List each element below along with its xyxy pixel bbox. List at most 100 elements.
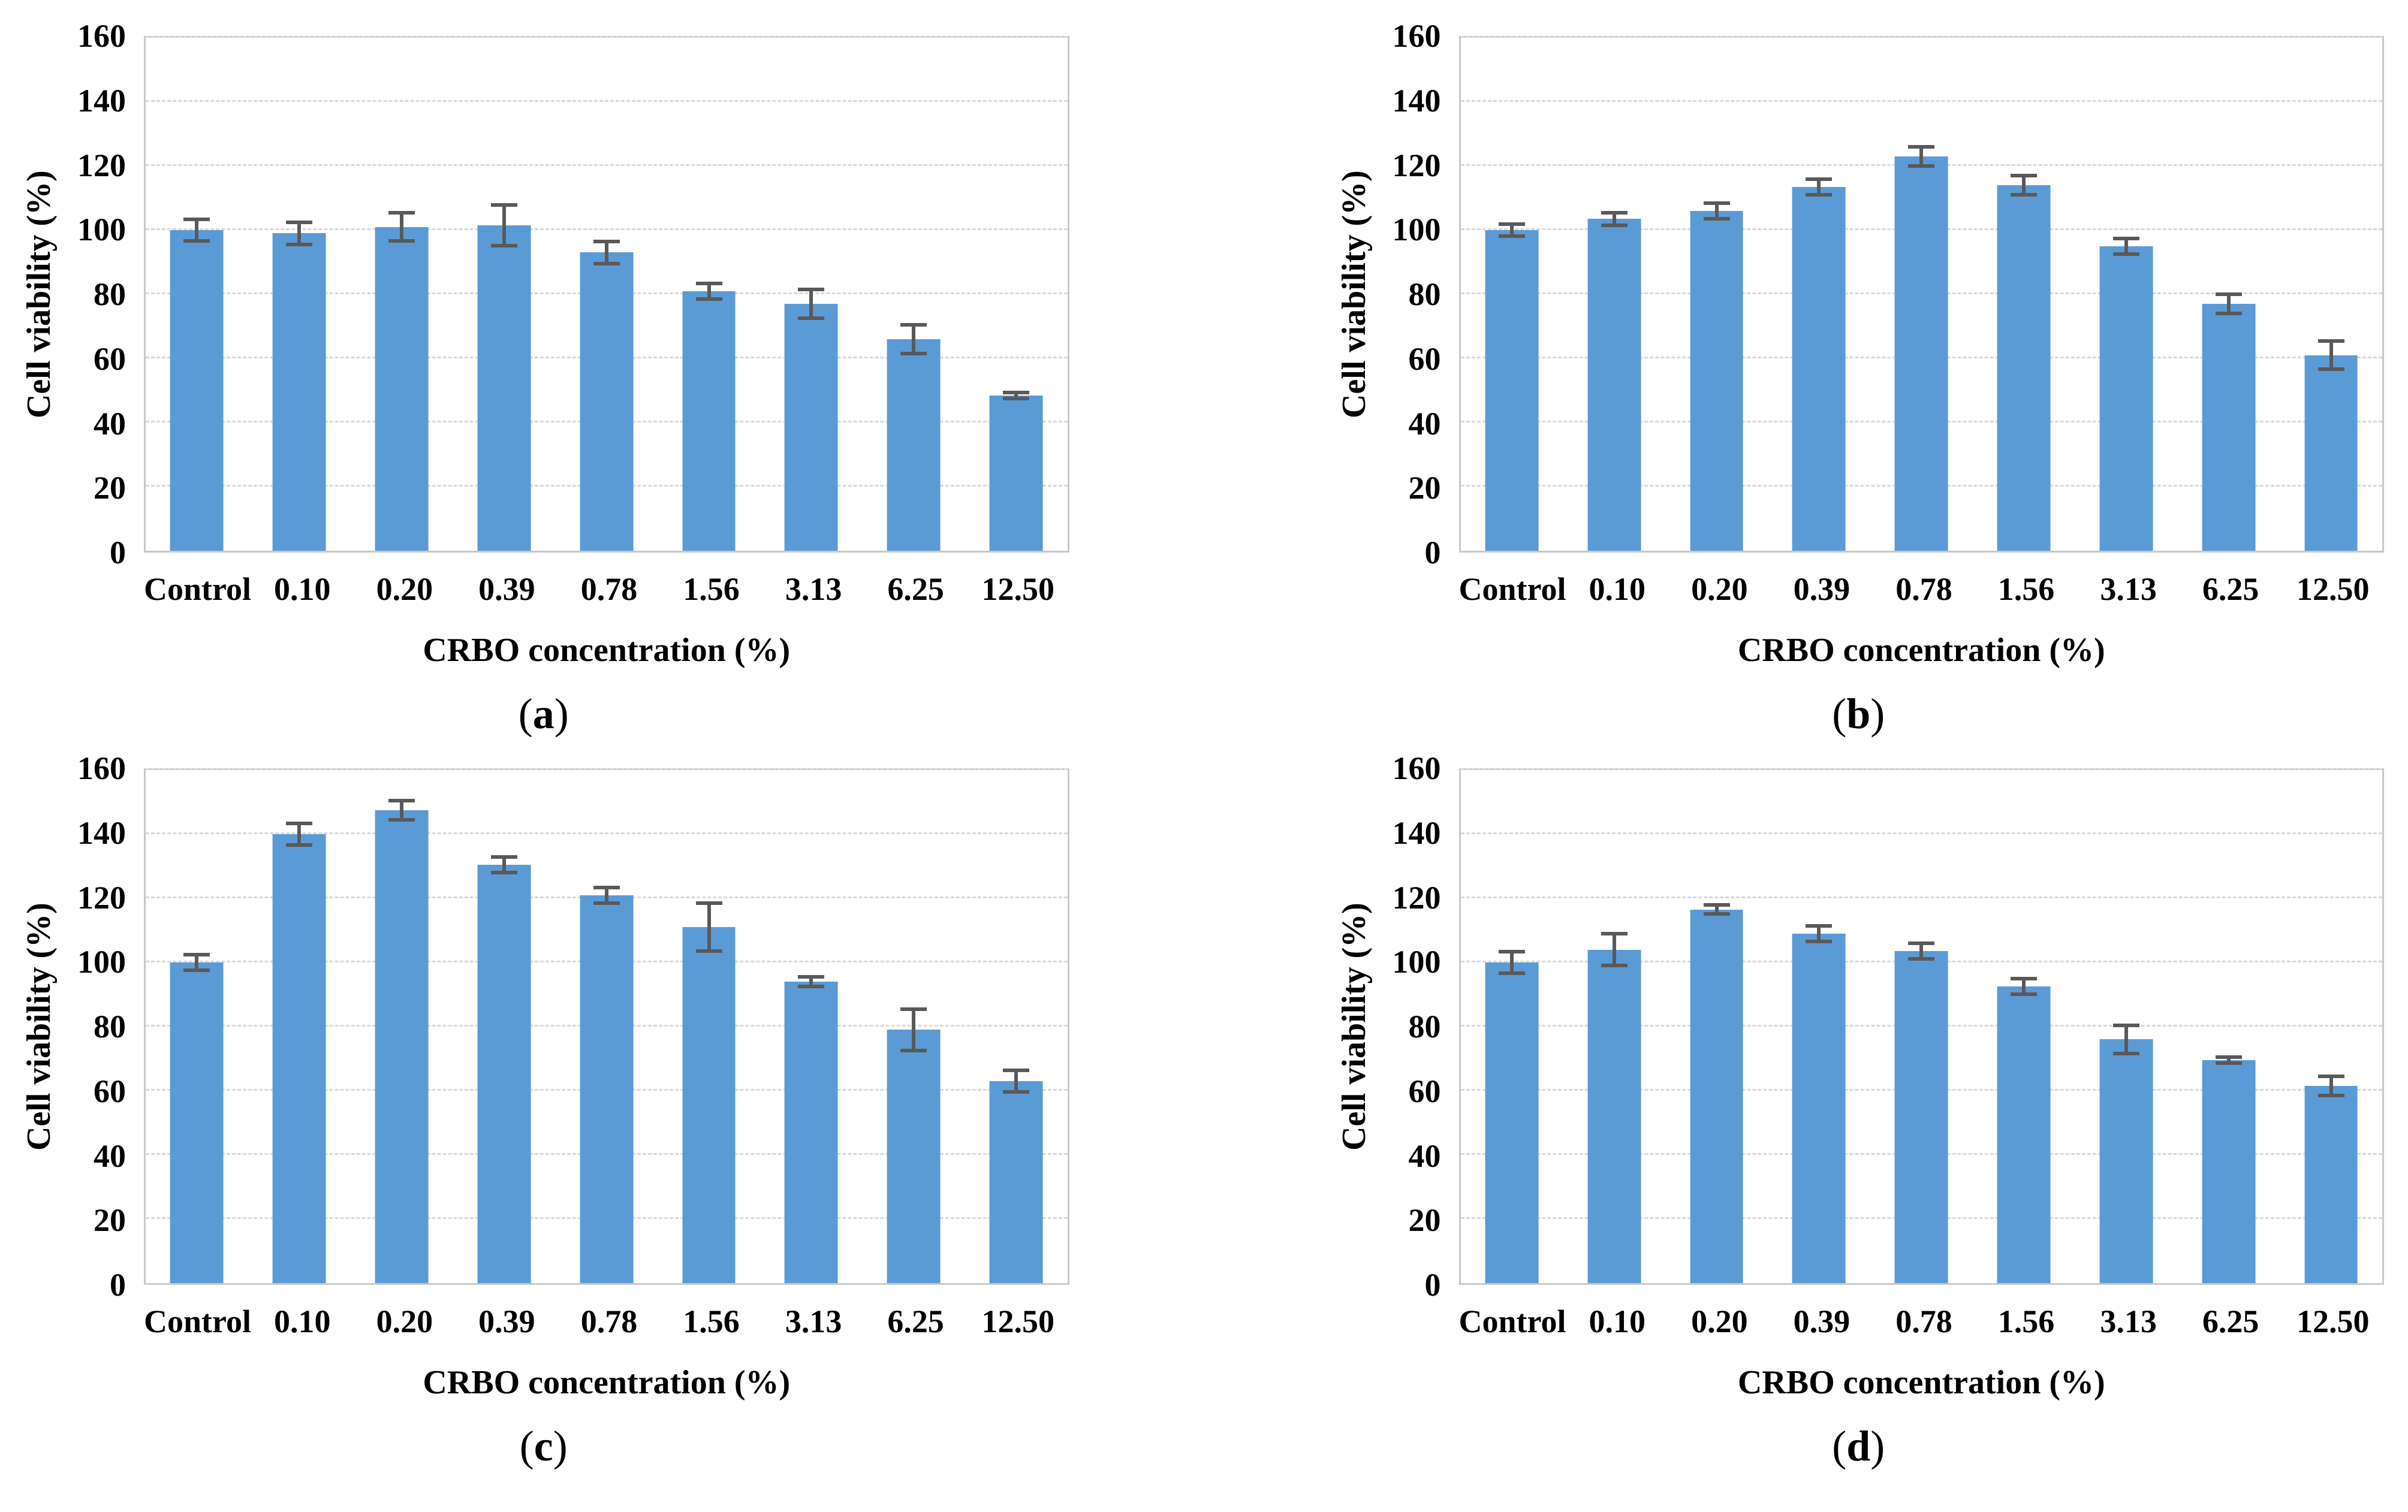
error-line — [2329, 339, 2333, 372]
bar-3.13 — [2099, 246, 2153, 551]
x-tick-label: 0.20 — [376, 1303, 433, 1339]
y-tick-label: 80 — [94, 276, 126, 312]
error-line — [1509, 949, 1514, 976]
bar-0.10 — [272, 233, 326, 551]
panel-c: Cell viability (%) 0 20 40 60 80 100 120 140 160… — [18, 752, 1069, 1470]
error-bar-0.39 — [490, 855, 517, 874]
bar-6.25 — [887, 339, 941, 551]
bar-0.78 — [1894, 951, 1948, 1283]
x-axis-title: CRBO concentration (%) — [1737, 632, 2105, 669]
y-axis-ticks: 0 20 40 60 80 100 120 140 160 — [60, 752, 144, 1301]
x-tick-label: 12.50 — [2296, 1303, 2370, 1339]
bar-0.20 — [375, 810, 429, 1283]
y-tick-label: 40 — [1408, 405, 1441, 442]
error-line — [2226, 1055, 2231, 1066]
bar-0.78 — [1894, 156, 1948, 551]
y-tick-label: 0 — [110, 1267, 126, 1303]
error-bar-0.39 — [1806, 177, 1833, 197]
x-tick-label: 0.78 — [1895, 571, 1952, 607]
plot-area — [1458, 768, 2384, 1285]
error-bar-3.13 — [798, 288, 825, 320]
y-tick-label: 100 — [1392, 944, 1441, 980]
chart-b: Cell viability (%) 0 20 40 60 80 100 120 140 160… — [1333, 20, 2384, 675]
y-tick-label: 0 — [1424, 1267, 1441, 1303]
bar-0.39 — [1792, 186, 1846, 551]
error-line — [502, 855, 506, 874]
error-bar-6.25 — [900, 323, 927, 355]
x-tick-label: 0.78 — [1895, 1303, 1952, 1339]
bar-3.13 — [784, 304, 838, 551]
panel-a: Cell viability (%) 0 20 40 60 80 100 120 140 160… — [18, 20, 1069, 735]
error-cap-bottom — [1498, 234, 1525, 239]
error-bar-0.39 — [490, 203, 517, 248]
x-tick-label: 12.50 — [981, 571, 1054, 607]
error-line — [297, 220, 302, 246]
x-tick-label: 1.56 — [1997, 1303, 2055, 1339]
y-axis-title: Cell viability (%) — [1335, 170, 1373, 418]
bar-0.39 — [477, 225, 531, 551]
error-cap-bottom — [1601, 964, 1628, 968]
error-cap-bottom — [388, 817, 415, 822]
x-tick-label: 6.25 — [2202, 1303, 2259, 1339]
y-tick-label: 80 — [1408, 276, 1441, 312]
error-cap-bottom — [695, 949, 722, 953]
error-line — [1817, 177, 1821, 197]
error-bar-Control — [183, 952, 210, 973]
error-cap-bottom — [1703, 216, 1730, 221]
error-bar-0.10 — [1601, 210, 1628, 227]
y-axis-title: Cell viability (%) — [20, 170, 58, 418]
x-tick-label: 1.56 — [683, 571, 740, 607]
x-tick-label: 3.13 — [785, 571, 842, 607]
error-line — [2022, 977, 2026, 997]
error-cap-bottom — [1806, 192, 1833, 197]
error-line — [1714, 201, 1719, 221]
panel-label-letter: b — [1846, 690, 1871, 738]
panel-label-close: ) — [553, 1422, 568, 1470]
error-bar-12.50 — [1003, 390, 1030, 400]
panel-label-close: ) — [1870, 1422, 1885, 1470]
y-tick-label: 0 — [110, 535, 126, 571]
x-tick-label: 0.78 — [580, 571, 638, 607]
bar-0.10 — [272, 834, 326, 1283]
error-cap-bottom — [1601, 223, 1628, 227]
x-tick-label: 0.20 — [376, 571, 433, 607]
error-bar-0.20 — [1703, 903, 1730, 916]
error-bar-12.50 — [2317, 1075, 2344, 1097]
gridline-160 — [1460, 36, 2382, 38]
error-line — [707, 281, 711, 301]
gridline-160 — [146, 36, 1068, 38]
error-line — [2124, 1023, 2128, 1056]
error-cap-bottom — [183, 239, 210, 243]
y-tick-label: 60 — [1408, 340, 1441, 377]
y-tick-label: 140 — [1392, 82, 1441, 119]
error-cap-bottom — [593, 901, 620, 905]
error-cap-bottom — [388, 239, 415, 243]
error-line — [1014, 1068, 1018, 1094]
x-axis-title: CRBO concentration (%) — [423, 632, 791, 669]
y-tick-label: 40 — [94, 1137, 126, 1174]
error-line — [2022, 174, 2026, 197]
error-line — [400, 799, 404, 822]
x-tick-label: Control — [1458, 571, 1566, 607]
y-tick-label: 160 — [1392, 18, 1441, 54]
x-tick-label: Control — [1458, 1303, 1566, 1339]
error-bar-6.25 — [2215, 292, 2242, 315]
x-tick-label: 12.50 — [2296, 571, 2370, 607]
error-bar-Control — [1498, 949, 1525, 976]
error-bar-Control — [1498, 222, 1525, 239]
y-axis-ticks: 0 20 40 60 80 100 120 140 160 — [1375, 20, 1459, 569]
error-cap-bottom — [2317, 367, 2344, 372]
error-cap-bottom — [1806, 939, 1833, 943]
y-axis-title: Cell viability (%) — [1335, 903, 1373, 1151]
panel-label-open: ( — [1832, 690, 1847, 738]
error-line — [400, 210, 404, 243]
chart-c: Cell viability (%) 0 20 40 60 80 100 120 140 160… — [18, 752, 1069, 1408]
figure-grid: Cell viability (%) 0 20 40 60 80 100 120 140 160… — [18, 20, 2384, 1470]
y-tick-label: 140 — [1392, 814, 1441, 851]
y-tick-label: 160 — [77, 750, 126, 786]
x-tick-label: 3.13 — [785, 1303, 842, 1339]
x-tick-label: 0.39 — [1793, 571, 1851, 607]
error-line — [1014, 390, 1018, 400]
panel-label-close: ) — [1870, 690, 1885, 738]
x-tick-label: 1.56 — [683, 1303, 740, 1339]
